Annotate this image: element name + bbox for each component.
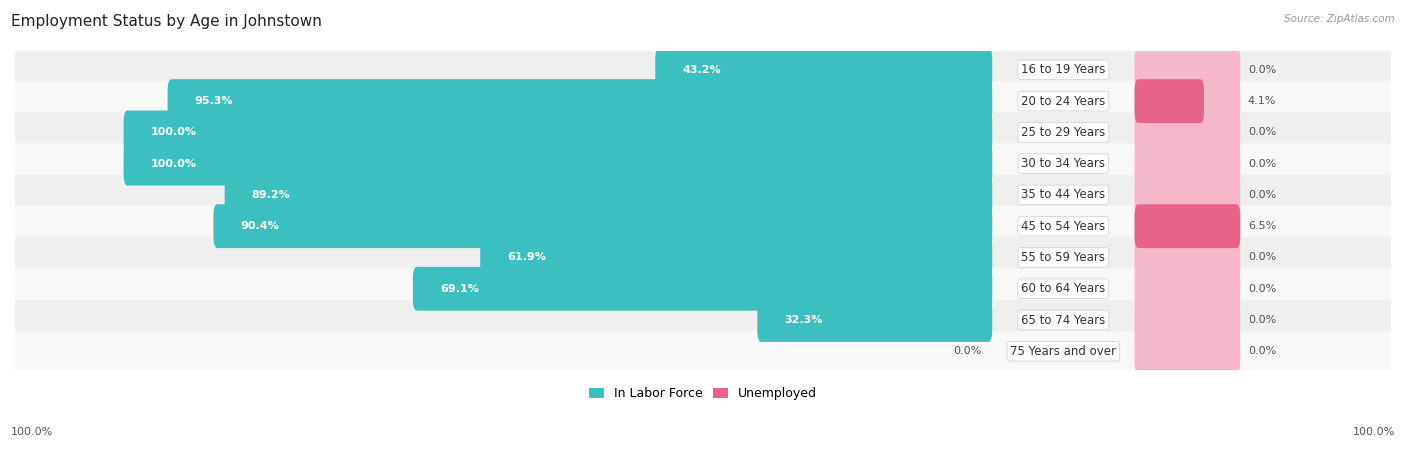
FancyBboxPatch shape [1135, 204, 1240, 248]
FancyBboxPatch shape [13, 143, 1393, 184]
Text: 95.3%: 95.3% [194, 96, 233, 106]
Text: 100.0%: 100.0% [1353, 428, 1395, 437]
FancyBboxPatch shape [413, 267, 993, 311]
FancyBboxPatch shape [1135, 298, 1240, 342]
FancyBboxPatch shape [13, 50, 1393, 90]
Text: 0.0%: 0.0% [1247, 190, 1277, 200]
Text: 6.5%: 6.5% [1247, 221, 1277, 231]
Text: 4.1%: 4.1% [1247, 96, 1277, 106]
FancyBboxPatch shape [214, 204, 993, 248]
Text: 32.3%: 32.3% [785, 315, 823, 325]
FancyBboxPatch shape [1135, 204, 1240, 248]
Text: 100.0%: 100.0% [150, 127, 197, 138]
Text: 89.2%: 89.2% [252, 190, 291, 200]
FancyBboxPatch shape [1135, 235, 1240, 279]
FancyBboxPatch shape [1135, 79, 1204, 123]
FancyBboxPatch shape [124, 142, 993, 185]
FancyBboxPatch shape [1135, 79, 1240, 123]
Text: 0.0%: 0.0% [1247, 159, 1277, 169]
Text: 43.2%: 43.2% [682, 65, 721, 75]
Text: 0.0%: 0.0% [953, 346, 981, 356]
FancyBboxPatch shape [13, 112, 1393, 153]
Text: 20 to 24 Years: 20 to 24 Years [1021, 95, 1105, 108]
Text: 69.1%: 69.1% [440, 284, 479, 294]
Text: 90.4%: 90.4% [240, 221, 280, 231]
Text: 0.0%: 0.0% [1247, 284, 1277, 294]
FancyBboxPatch shape [1135, 142, 1240, 185]
Text: 75 Years and over: 75 Years and over [1011, 345, 1116, 358]
FancyBboxPatch shape [13, 81, 1393, 121]
Text: 35 to 44 Years: 35 to 44 Years [1021, 189, 1105, 202]
FancyBboxPatch shape [1135, 110, 1240, 154]
FancyBboxPatch shape [481, 235, 993, 279]
Legend: In Labor Force, Unemployed: In Labor Force, Unemployed [583, 382, 823, 405]
Text: 100.0%: 100.0% [150, 159, 197, 169]
Text: 0.0%: 0.0% [1247, 127, 1277, 138]
Text: 16 to 19 Years: 16 to 19 Years [1021, 63, 1105, 76]
Text: 0.0%: 0.0% [1247, 315, 1277, 325]
Text: 55 to 59 Years: 55 to 59 Years [1021, 251, 1105, 264]
FancyBboxPatch shape [758, 298, 993, 342]
Text: 25 to 29 Years: 25 to 29 Years [1021, 126, 1105, 139]
FancyBboxPatch shape [13, 206, 1393, 247]
FancyBboxPatch shape [13, 268, 1393, 309]
Text: Source: ZipAtlas.com: Source: ZipAtlas.com [1284, 14, 1395, 23]
Text: Employment Status by Age in Johnstown: Employment Status by Age in Johnstown [11, 14, 322, 28]
Text: 100.0%: 100.0% [11, 428, 53, 437]
FancyBboxPatch shape [124, 110, 993, 154]
FancyBboxPatch shape [13, 299, 1393, 341]
FancyBboxPatch shape [13, 175, 1393, 215]
Text: 0.0%: 0.0% [1247, 346, 1277, 356]
Text: 0.0%: 0.0% [1247, 65, 1277, 75]
Text: 45 to 54 Years: 45 to 54 Years [1021, 220, 1105, 233]
Text: 61.9%: 61.9% [508, 253, 547, 262]
Text: 30 to 34 Years: 30 to 34 Years [1021, 157, 1105, 170]
Text: 65 to 74 Years: 65 to 74 Years [1021, 313, 1105, 327]
FancyBboxPatch shape [13, 331, 1393, 372]
FancyBboxPatch shape [655, 48, 993, 92]
FancyBboxPatch shape [1135, 173, 1240, 217]
FancyBboxPatch shape [225, 173, 993, 217]
FancyBboxPatch shape [167, 79, 993, 123]
FancyBboxPatch shape [1135, 48, 1240, 92]
FancyBboxPatch shape [1135, 329, 1240, 373]
FancyBboxPatch shape [1135, 267, 1240, 311]
Text: 60 to 64 Years: 60 to 64 Years [1021, 282, 1105, 295]
FancyBboxPatch shape [13, 237, 1393, 278]
Text: 0.0%: 0.0% [1247, 253, 1277, 262]
